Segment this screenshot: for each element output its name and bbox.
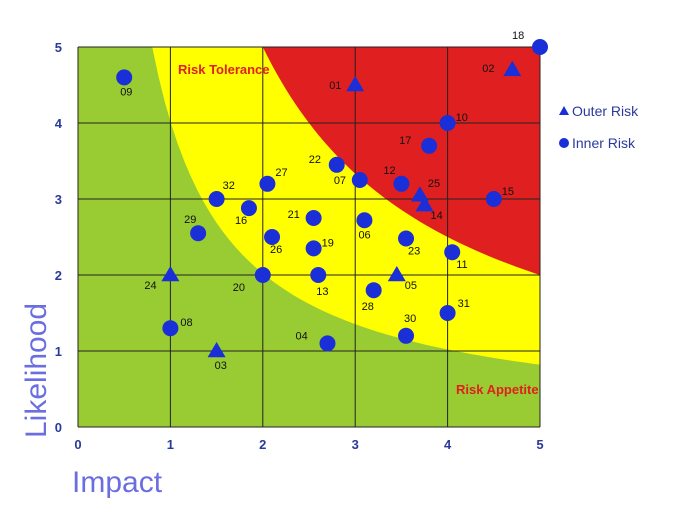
legend-circle-icon [559, 138, 569, 148]
data-points: 01 02 25 14 05 24 03 09 18 10 17 22 07 12 15 27 32 16 29 21… [116, 30, 548, 372]
point-label-12: 12 [383, 165, 395, 177]
point-label-13: 13 [316, 286, 328, 298]
inner-risk-marker-20 [254, 267, 271, 283]
point-label-17: 17 [399, 135, 411, 147]
point-label-29: 29 [184, 214, 196, 226]
inner-risk-marker-09 [116, 69, 133, 86]
y-tick-label: 3 [55, 192, 62, 207]
legend: Outer Risk Inner Risk [559, 103, 639, 151]
inner-risk-marker-07 [351, 172, 368, 188]
point-label-28: 28 [362, 301, 374, 313]
legend-triangle-icon [559, 106, 569, 115]
inner-risk-marker-04 [319, 335, 336, 352]
point-label-05: 05 [405, 280, 417, 292]
inner-risk-marker-16 [240, 200, 257, 217]
zone-label-risk-appetite: Risk Appetite [456, 382, 539, 397]
inner-risk-marker-29 [190, 225, 207, 242]
point-label-11: 11 [456, 259, 467, 271]
y-tick-label: 1 [55, 344, 62, 359]
point-label-20: 20 [233, 282, 245, 294]
x-tick-label: 5 [536, 437, 543, 452]
outer-risk-marker-05 [387, 266, 406, 282]
x-tick-label: 2 [259, 437, 266, 452]
point-label-04: 04 [295, 330, 307, 342]
point-label-18: 18 [512, 30, 524, 42]
inner-risk-marker-13 [310, 267, 327, 283]
grid [77, 46, 541, 428]
inner-risk-marker-32 [208, 191, 225, 207]
zone-labels: Risk Tolerance Risk Appetite [178, 62, 539, 397]
point-label-27: 27 [275, 167, 287, 179]
inner-risk-marker-26 [264, 229, 281, 245]
inner-risk-marker-08 [162, 320, 179, 337]
outer-risk-marker-03 [207, 342, 226, 358]
inner-risk-marker-18 [532, 39, 548, 55]
x-tick-label: 4 [444, 437, 452, 452]
point-label-01: 01 [329, 80, 341, 92]
inner-risk-marker-11 [444, 244, 461, 261]
inner-risk-marker-22 [328, 156, 345, 173]
point-label-26: 26 [270, 244, 282, 256]
inner-risk-marker-31 [439, 305, 456, 321]
point-label-16: 16 [235, 215, 247, 227]
point-label-23: 23 [408, 246, 420, 258]
point-label-19: 19 [322, 237, 334, 249]
point-label-02: 02 [482, 63, 494, 75]
inner-risk-marker-17 [421, 137, 438, 154]
point-label-21: 21 [288, 209, 300, 221]
inner-risk-marker-27 [259, 175, 276, 192]
point-label-22: 22 [309, 154, 321, 166]
outer-risk-marker-01 [346, 76, 365, 92]
x-tick-label: 3 [352, 437, 359, 452]
y-tick-label: 0 [55, 420, 62, 435]
outer-risk-marker-24 [161, 266, 180, 282]
y-axis-title: Likelihood [20, 303, 53, 438]
x-tick-label: 0 [74, 437, 81, 452]
inner-risk-marker-12 [393, 175, 410, 192]
x-axis-title: Impact [72, 466, 163, 499]
point-label-10: 10 [456, 112, 468, 124]
zone-risk-exceeded [262, 47, 540, 275]
zone-label-risk-tolerance: Risk Tolerance [178, 62, 270, 77]
inner-risk-marker-06 [356, 212, 373, 229]
point-label-15: 15 [502, 186, 514, 198]
point-label-31: 31 [458, 298, 470, 310]
point-label-30: 30 [404, 313, 416, 325]
risk-zones [78, 47, 540, 427]
y-tick-label: 5 [55, 40, 62, 55]
outer-risk-marker-14 [415, 196, 434, 212]
point-label-06: 06 [358, 229, 370, 241]
point-label-07: 07 [334, 175, 346, 187]
inner-risk-marker-30 [398, 327, 415, 344]
point-label-09: 09 [120, 86, 132, 98]
point-label-32: 32 [223, 180, 235, 192]
x-tick-label: 1 [167, 437, 174, 452]
inner-risk-marker-28 [365, 282, 382, 299]
point-label-14: 14 [431, 210, 443, 222]
inner-risk-marker-19 [305, 240, 322, 257]
outer-risk-marker-02 [503, 60, 522, 77]
point-label-03: 03 [215, 360, 227, 372]
inner-risk-marker-10 [439, 115, 456, 131]
inner-risk-marker-21 [305, 210, 322, 226]
point-label-24: 24 [144, 280, 156, 292]
y-tick-label: 2 [55, 268, 62, 283]
point-label-08: 08 [180, 317, 192, 329]
legend-label: Inner Risk [572, 135, 636, 151]
legend-label: Outer Risk [572, 103, 639, 119]
y-tick-label: 4 [55, 116, 63, 131]
point-label-25: 25 [428, 178, 440, 190]
inner-risk-marker-23 [398, 230, 415, 247]
inner-risk-marker-15 [485, 191, 502, 207]
